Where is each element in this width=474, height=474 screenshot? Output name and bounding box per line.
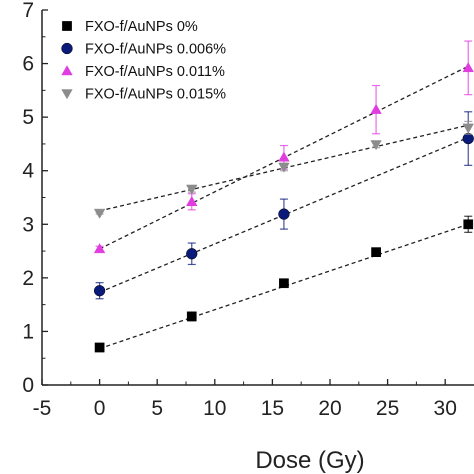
legend-label: FXO-f/AuNPs 0.015% xyxy=(85,87,226,103)
x-axis-title: Dose (Gy) xyxy=(255,447,364,474)
plot-area xyxy=(93,40,474,353)
x-tick-label: 5 xyxy=(151,397,163,420)
legend-label: FXO-f/AuNPs 0.006% xyxy=(85,42,226,58)
x-tick-label: 15 xyxy=(261,397,284,420)
data-point xyxy=(278,162,290,173)
data-point xyxy=(93,208,106,219)
y-tick-label: 2 xyxy=(22,267,34,290)
x-tick-label: 0 xyxy=(94,397,106,420)
y-tick-label: 6 xyxy=(22,53,34,76)
y-tick-label: 0 xyxy=(22,374,34,397)
y-tick-label: 1 xyxy=(22,320,34,343)
y-tick-label: 5 xyxy=(22,106,34,129)
data-point xyxy=(370,140,382,151)
series-1 xyxy=(93,111,474,300)
data-point xyxy=(462,123,474,134)
series-3 xyxy=(93,120,474,219)
legend-label: FXO-f/AuNPs 0.011% xyxy=(85,64,225,80)
x-tick-label: 20 xyxy=(318,397,341,420)
data-point xyxy=(278,208,290,220)
x-tick-label: 25 xyxy=(376,397,399,420)
data-point xyxy=(93,243,106,254)
data-point xyxy=(371,247,381,257)
data-point xyxy=(93,285,106,297)
data-point xyxy=(462,62,474,73)
y-tick-label: 3 xyxy=(22,213,34,236)
data-point xyxy=(278,151,290,162)
series-2 xyxy=(93,40,474,254)
legend-marker xyxy=(61,42,73,55)
data-point xyxy=(186,184,198,195)
legend: FXO-f/AuNPs 0% FXO-f/AuNPs 0.006% FXO-f/Au… xyxy=(61,19,226,103)
data-point xyxy=(279,278,289,289)
data-point xyxy=(186,195,198,207)
x-tick-label: -5 xyxy=(33,397,52,420)
data-point xyxy=(186,248,198,260)
y-tick-label: 4 xyxy=(22,160,34,183)
legend-marker xyxy=(62,21,72,31)
fit-line xyxy=(99,223,469,350)
legend-marker xyxy=(61,65,73,76)
data-point xyxy=(463,219,474,230)
x-tick-label: 30 xyxy=(434,397,457,420)
series-0 xyxy=(94,215,474,353)
data-point xyxy=(94,342,105,353)
data-point xyxy=(370,103,382,114)
x-tick-label: 10 xyxy=(203,397,226,420)
legend-label: FXO-f/AuNPs 0% xyxy=(85,19,198,35)
y-tick-label: 7 xyxy=(22,0,34,22)
data-point xyxy=(186,311,197,322)
legend-marker xyxy=(61,89,73,100)
